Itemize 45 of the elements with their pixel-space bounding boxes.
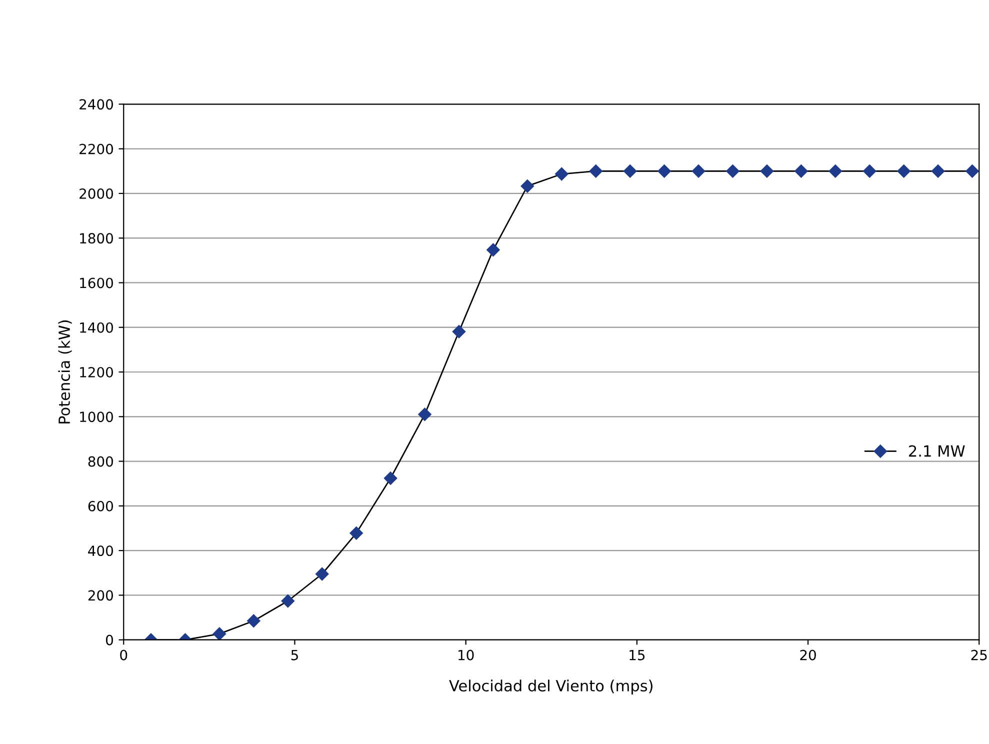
x-tick-label: 25 xyxy=(971,650,987,660)
point xyxy=(418,408,432,421)
point xyxy=(897,164,910,178)
y-tick-label: 2200 xyxy=(80,144,113,154)
point xyxy=(863,164,876,178)
y-tick-label: 2400 xyxy=(80,99,113,110)
x-axis-title: Velocidad del Viento (mps) xyxy=(449,680,652,694)
x-tick-label: 15 xyxy=(630,650,645,660)
y-tick-label: 0 xyxy=(106,634,113,646)
y-tick-label: 200 xyxy=(88,590,113,601)
point xyxy=(212,627,226,640)
point xyxy=(931,164,945,178)
legend-label: 2.1 MW xyxy=(909,445,965,457)
y-axis-title: Potencia (kW) xyxy=(58,320,72,424)
point xyxy=(658,164,671,178)
point xyxy=(623,164,637,178)
point xyxy=(452,325,466,338)
point xyxy=(384,472,398,485)
y-tick-label: 600 xyxy=(88,500,113,512)
point xyxy=(692,164,706,178)
point xyxy=(966,164,979,178)
point xyxy=(589,164,602,178)
x-tick-label: 20 xyxy=(800,650,816,660)
x-tick-label: 0 xyxy=(120,650,128,660)
point xyxy=(247,614,260,628)
point xyxy=(828,164,842,178)
point xyxy=(555,167,568,181)
y-tick-label: 1000 xyxy=(80,412,113,422)
point xyxy=(520,179,534,193)
y-tick-label: 1200 xyxy=(80,366,113,378)
point xyxy=(486,243,500,256)
point xyxy=(760,164,774,178)
y-tick-label: 2000 xyxy=(80,188,113,199)
x-tick-label: 5 xyxy=(291,650,298,660)
y-tick-label: 1600 xyxy=(80,278,113,288)
point xyxy=(316,567,329,581)
point xyxy=(281,594,294,608)
x-tick-label: 10 xyxy=(458,650,474,660)
y-tick-label: 1400 xyxy=(80,322,113,333)
y-tick-label: 800 xyxy=(88,456,113,467)
point xyxy=(350,526,363,540)
y-tick-label: 1800 xyxy=(80,233,113,244)
y-tick-label: 400 xyxy=(88,546,113,556)
point xyxy=(794,164,808,178)
point xyxy=(726,164,740,178)
